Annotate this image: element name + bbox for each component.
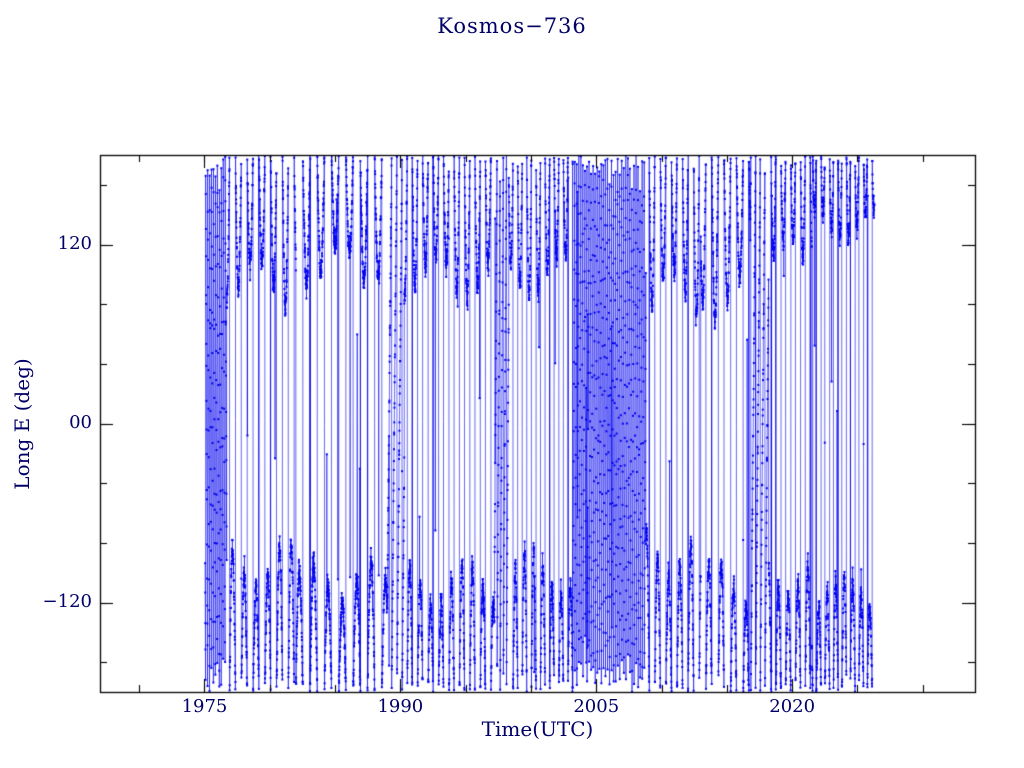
x-axis-label: Time(UTC): [481, 717, 594, 741]
y-tick-label: 00: [69, 411, 92, 433]
y-tick-label: 120: [57, 232, 92, 254]
x-tick-label: 1975: [181, 696, 228, 717]
x-tick-label: 1990: [377, 696, 424, 717]
chart-title: Kosmos−736: [437, 14, 587, 38]
x-tick-label: 2020: [769, 696, 816, 717]
y-tick-label: −120: [42, 590, 92, 612]
x-tick-label: 2005: [573, 696, 620, 717]
